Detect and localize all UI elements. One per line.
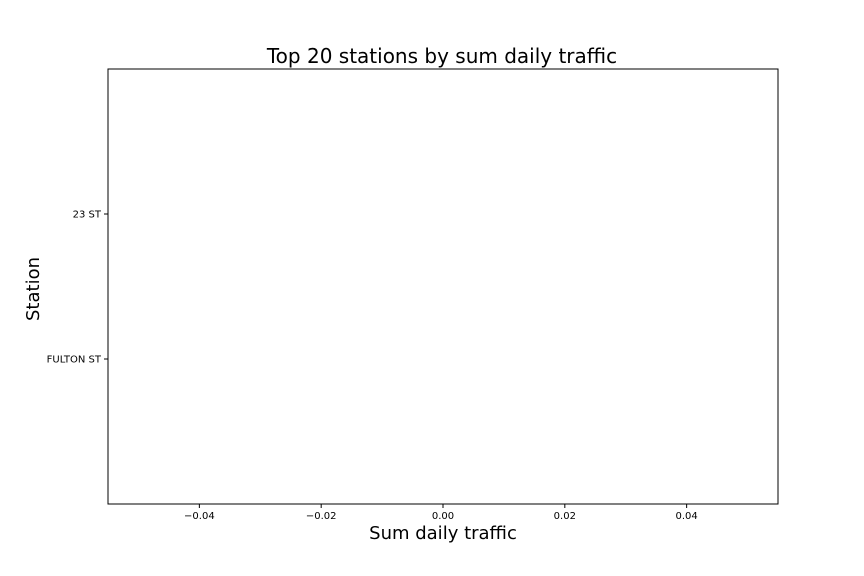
x-tick-label: 0.04 [676,511,698,522]
x-tick-label: −0.02 [306,511,337,522]
x-axis-ticks: −0.04 −0.02 0.00 0.02 0.04 [184,504,698,522]
y-axis-label: Station [23,257,44,321]
y-tick-label: 23 ST [73,210,102,221]
x-tick-label: 0.00 [432,511,454,522]
x-axis-label: Sum daily traffic [369,523,517,544]
x-tick-label: −0.04 [184,511,215,522]
y-tick-label: FULTON ST [47,355,102,366]
chart-title: Top 20 stations by sum daily traffic [266,44,617,68]
x-tick-label: 0.02 [554,511,576,522]
plot-area-frame [107,68,779,505]
y-axis-ticks: 23 ST FULTON ST [47,210,108,366]
